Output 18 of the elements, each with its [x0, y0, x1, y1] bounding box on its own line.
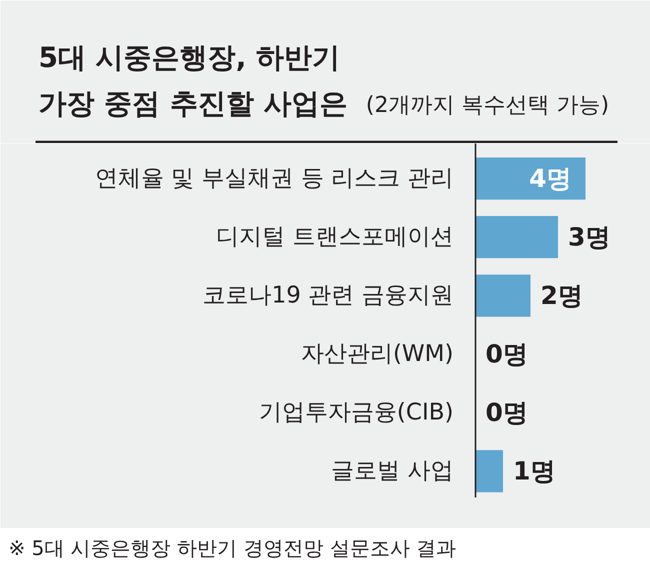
y-tick-label: 코로나19 관련 금융지원: [202, 282, 454, 309]
y-tick-label: 기업투자금융(CIB): [258, 400, 454, 426]
chart-subtitle: (2개까지 복수선택 가능): [366, 93, 610, 118]
y-tick-label: 글로벌 사업: [331, 458, 454, 484]
data-label: 1명: [513, 456, 556, 486]
bar: [476, 450, 503, 492]
y-tick-label: 자산관리(WM): [300, 341, 454, 368]
data-label: 4명: [529, 164, 572, 194]
text: ※ 5대 시중은행장 하반기 경영전망 설문조사 결과: [8, 536, 456, 560]
data-label: 2명: [540, 281, 583, 310]
bar: [476, 274, 530, 317]
data-label: 0명: [486, 398, 528, 428]
y-tick-label: 디지털 트랜스포메이션: [216, 224, 454, 250]
data-label: 3명: [568, 222, 610, 252]
text: 5대 시중은행장, 하반기 가장 중점 추진할 사업은: [38, 41, 348, 120]
y-tick-label: 연체율 및 부실채권 등 리스크 관리: [94, 166, 454, 192]
data-label: 0명: [486, 340, 528, 369]
bar: [476, 216, 558, 258]
